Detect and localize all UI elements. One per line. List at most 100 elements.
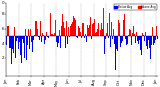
Bar: [144, 36, 145, 41]
Bar: [153, 36, 154, 43]
Bar: [115, 36, 116, 70]
Bar: [113, 29, 114, 36]
Bar: [94, 19, 95, 36]
Bar: [157, 36, 158, 39]
Bar: [107, 23, 108, 36]
Bar: [138, 36, 139, 44]
Bar: [45, 36, 46, 52]
Bar: [62, 14, 63, 36]
Bar: [14, 27, 15, 36]
Bar: [143, 35, 144, 36]
Bar: [55, 20, 56, 36]
Bar: [65, 36, 66, 48]
Bar: [84, 36, 85, 38]
Bar: [59, 30, 60, 36]
Bar: [75, 20, 76, 36]
Bar: [66, 21, 67, 36]
Bar: [19, 36, 20, 42]
Bar: [120, 36, 121, 47]
Bar: [135, 36, 136, 43]
Bar: [128, 35, 129, 36]
Bar: [133, 26, 134, 36]
Bar: [124, 14, 125, 36]
Bar: [71, 24, 72, 36]
Bar: [47, 36, 48, 37]
Bar: [141, 36, 142, 55]
Bar: [42, 33, 43, 36]
Bar: [148, 36, 149, 40]
Bar: [43, 35, 44, 36]
Bar: [26, 36, 27, 60]
Bar: [89, 25, 90, 36]
Bar: [103, 36, 104, 38]
Bar: [81, 36, 82, 38]
Bar: [100, 36, 101, 43]
Bar: [25, 29, 26, 36]
Bar: [52, 34, 53, 36]
Bar: [101, 23, 102, 36]
Bar: [151, 36, 152, 45]
Bar: [76, 36, 77, 37]
Bar: [106, 33, 107, 36]
Bar: [142, 33, 143, 36]
Bar: [50, 13, 51, 36]
Bar: [116, 36, 117, 49]
Bar: [112, 36, 113, 39]
Bar: [35, 35, 36, 36]
Bar: [18, 36, 19, 49]
Bar: [119, 23, 120, 36]
Bar: [51, 34, 52, 36]
Bar: [38, 36, 39, 37]
Bar: [54, 33, 55, 36]
Bar: [132, 33, 133, 36]
Bar: [127, 36, 128, 44]
Bar: [44, 36, 45, 44]
Bar: [56, 36, 57, 42]
Bar: [82, 23, 83, 36]
Bar: [155, 36, 156, 40]
Bar: [90, 17, 91, 36]
Bar: [22, 36, 23, 39]
Bar: [24, 36, 25, 58]
Bar: [87, 25, 88, 36]
Bar: [121, 36, 122, 43]
Bar: [33, 36, 34, 40]
Bar: [11, 36, 12, 64]
Bar: [39, 36, 40, 40]
Bar: [13, 36, 14, 53]
Bar: [12, 36, 13, 49]
Bar: [69, 36, 70, 37]
Bar: [46, 32, 47, 36]
Bar: [129, 29, 130, 36]
Bar: [110, 36, 111, 47]
Bar: [32, 36, 33, 52]
Bar: [117, 36, 118, 51]
Bar: [15, 36, 16, 42]
Bar: [73, 16, 74, 36]
Bar: [77, 36, 78, 38]
Bar: [34, 35, 35, 36]
Bar: [8, 26, 9, 36]
Bar: [122, 36, 123, 41]
Bar: [31, 36, 32, 42]
Bar: [16, 36, 17, 41]
Bar: [80, 4, 81, 36]
Bar: [6, 36, 7, 45]
Bar: [64, 28, 65, 36]
Bar: [9, 36, 10, 48]
Bar: [111, 22, 112, 36]
Bar: [37, 29, 38, 36]
Bar: [156, 26, 157, 36]
Bar: [53, 35, 54, 36]
Bar: [23, 36, 24, 43]
Bar: [93, 23, 94, 36]
Bar: [88, 28, 89, 36]
Bar: [96, 32, 97, 36]
Bar: [126, 36, 127, 45]
Legend: Below Avg, Above Avg: Below Avg, Above Avg: [114, 4, 157, 10]
Bar: [92, 24, 93, 36]
Bar: [136, 32, 137, 36]
Bar: [61, 26, 62, 36]
Bar: [105, 36, 106, 39]
Bar: [108, 36, 109, 38]
